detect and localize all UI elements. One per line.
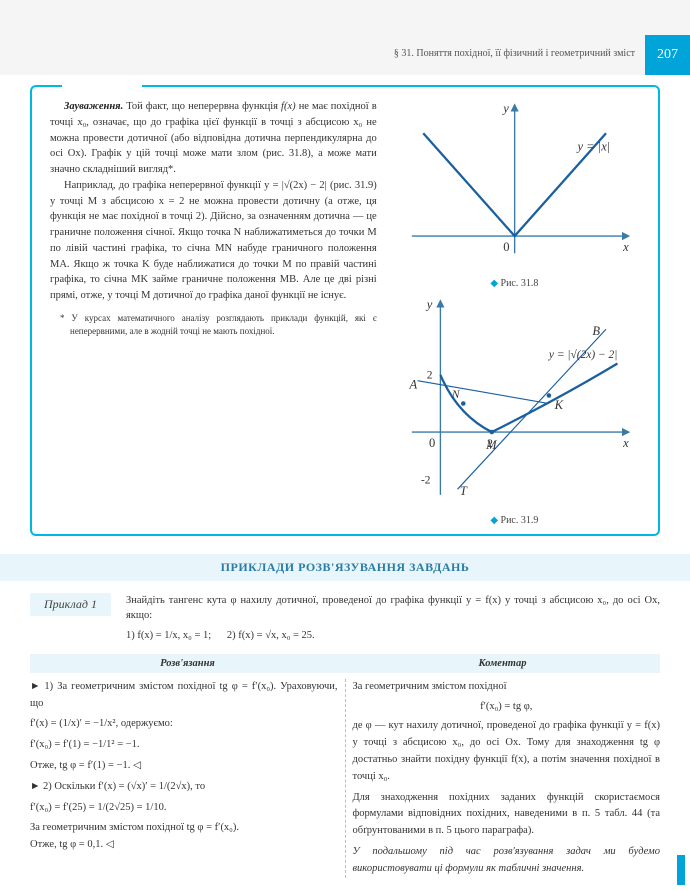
svg-text:x: x [622, 436, 629, 450]
remark-text: Зауваження. Той факт, що неперервна функ… [50, 99, 377, 526]
sol-l5: ► 2) Оскільки f′(x) = (√x)′ = 1/(2√x), т… [30, 779, 338, 796]
svg-text:2: 2 [487, 438, 493, 450]
svg-text:N: N [451, 389, 461, 401]
sol-l8: Отже, tg φ = 0,1. ◁ [30, 837, 338, 854]
page-content: Зауваження. Той факт, що неперервна функ… [0, 75, 690, 878]
solution-column: ► 1) За геометричним змістом похідної tg… [30, 679, 338, 878]
figure-31-9: y x 0 y = |√(2x) − 2| A B N M K T 2 2 -2 [389, 295, 640, 506]
com-r5: У подальшому під час розв'язування задач… [353, 844, 661, 878]
fig1-y: y [501, 102, 509, 116]
section-title: § 31. Поняття похідної, її фізичний і ге… [394, 48, 635, 59]
svg-text:A: A [408, 378, 417, 392]
remark-footnote: * У курсах математичного аналізу розгляд… [50, 312, 377, 339]
remark-p2: Наприклад, до графіка неперервної функці… [50, 178, 377, 304]
sol-l2: f′(x) = (1/x)′ = −1/x², одержуємо: [30, 716, 338, 733]
com-r4: Для знаходження похідних заданих функцій… [353, 790, 661, 840]
svg-text:y = |√(2x) − 2|: y = |√(2x) − 2| [548, 348, 617, 361]
col-header-comment: Коментар [345, 654, 660, 673]
com-r1: За геометричним змістом похідної [353, 679, 661, 696]
svg-text:0: 0 [429, 436, 435, 450]
sol-l6: f′(x₀) = f′(25) = 1/(2√25) = 1/10. [30, 800, 338, 817]
solution-body: ► 1) За геометричним змістом похідної tg… [30, 679, 660, 878]
fig1-x: x [622, 240, 629, 254]
fig1-curve: y = |x| [575, 139, 610, 153]
remark-label: Зауваження. [64, 101, 123, 112]
figures-column: y x 0 y = |x| ◆ Рис. 31.8 y [389, 99, 640, 526]
fig2-caption: ◆ Рис. 31.9 [389, 515, 640, 526]
example-item1: 1) f(x) = 1/x, x₀ = 1; [126, 630, 211, 641]
svg-text:B: B [592, 324, 600, 338]
remark-fx: f(x) [281, 101, 296, 112]
sol-l3: f′(x₀) = f′(1) = −1/1² = −1. [30, 737, 338, 754]
com-r2: f′(x₀) = tg φ, [353, 699, 661, 716]
comment-column: За геометричним змістом похідної f′(x₀) … [353, 679, 661, 878]
example-label: Приклад 1 [30, 593, 111, 616]
sol-l7: За геометричним змістом похідної tg φ = … [30, 820, 338, 837]
fig1-caption: ◆ Рис. 31.8 [389, 278, 640, 289]
fig1-0: 0 [503, 240, 509, 254]
page-number: 207 [645, 35, 690, 75]
page-header: § 31. Поняття похідної, її фізичний і ге… [0, 0, 690, 75]
svg-text:y: y [424, 298, 432, 312]
examples-heading: ПРИКЛАДИ РОЗВ'ЯЗУВАННЯ ЗАВДАНЬ [0, 554, 690, 581]
example-problem: Знайдіть тангенс кута φ нахилу дотичної,… [126, 593, 660, 644]
svg-text:-2: -2 [421, 475, 431, 487]
remark-p1a: Той факт, що неперервна функція [126, 101, 281, 112]
example-item2: 2) f(x) = √x, x₀ = 25. [227, 630, 315, 641]
remark-p1c: не має похідної в точці x₀, означає, що … [50, 101, 377, 175]
solution-headers: Розв'язання Коментар [30, 654, 660, 673]
com-r3: де φ — кут нахилу дотичної, проведеної д… [353, 718, 661, 785]
example-1-header: Приклад 1 Знайдіть тангенс кута φ нахилу… [30, 593, 660, 644]
sol-l1: ► 1) За геометричним змістом похідної tg… [30, 679, 338, 713]
svg-text:2: 2 [426, 370, 432, 382]
page-edge-bar [677, 855, 685, 885]
figure-31-8: y x 0 y = |x| [389, 99, 640, 270]
svg-text:K: K [553, 399, 563, 413]
svg-text:T: T [460, 484, 468, 498]
col-header-solution: Розв'язання [30, 654, 345, 673]
sol-l4: Отже, tg φ = f′(1) = −1. ◁ [30, 758, 338, 775]
remark-box: Зауваження. Той факт, що неперервна функ… [30, 85, 660, 536]
